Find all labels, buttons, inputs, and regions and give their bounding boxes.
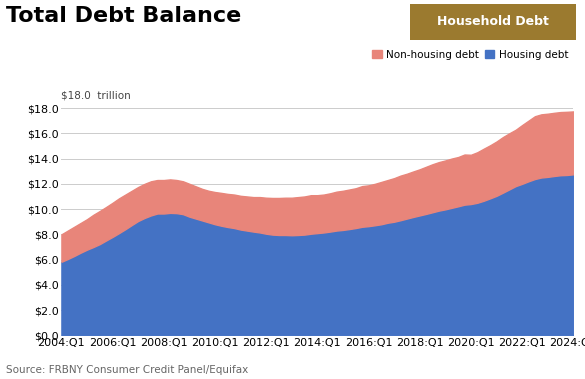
Text: Household Debt: Household Debt [437, 15, 549, 28]
Text: $18.0  trillion: $18.0 trillion [61, 91, 131, 100]
Text: Total Debt Balance: Total Debt Balance [6, 6, 241, 26]
Text: Source: FRBNY Consumer Credit Panel/Equifax: Source: FRBNY Consumer Credit Panel/Equi… [6, 365, 248, 375]
Legend: Non-housing debt, Housing debt: Non-housing debt, Housing debt [373, 50, 568, 60]
